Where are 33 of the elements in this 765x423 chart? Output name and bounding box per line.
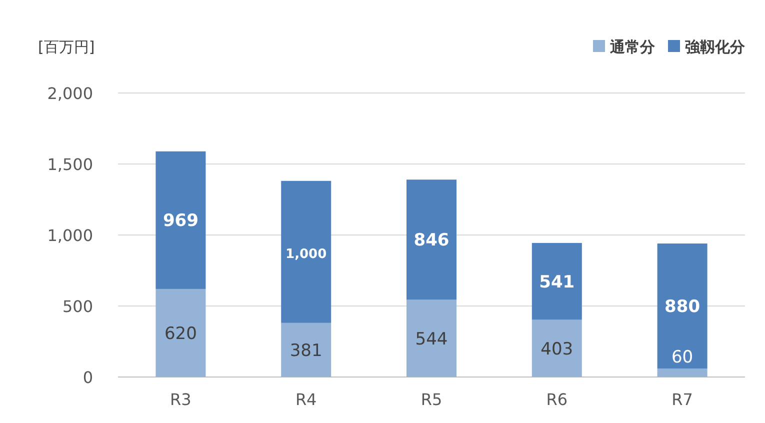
bar bbox=[406, 300, 456, 377]
x-tick-label: R7 bbox=[672, 390, 693, 409]
data-label: 880 bbox=[664, 297, 700, 317]
y-tick-label: 1,500 bbox=[47, 155, 93, 174]
y-axis-title: [百万円] bbox=[38, 38, 95, 56]
bar bbox=[156, 288, 206, 377]
x-tick-label: R4 bbox=[295, 390, 317, 409]
y-tick-label: 2,000 bbox=[47, 84, 93, 103]
bar bbox=[281, 322, 332, 377]
bar bbox=[532, 320, 582, 377]
legend-label: 強靱化分 bbox=[685, 38, 746, 56]
bar bbox=[657, 368, 708, 377]
bar bbox=[406, 180, 456, 300]
bar bbox=[281, 180, 332, 323]
x-tick-label: R6 bbox=[546, 390, 568, 409]
data-label: 846 bbox=[414, 230, 450, 251]
y-tick-label: 500 bbox=[62, 297, 93, 316]
data-label: 403 bbox=[540, 339, 574, 360]
data-label: 1,000 bbox=[286, 246, 327, 262]
bar bbox=[657, 244, 708, 368]
data-label: 969 bbox=[162, 211, 198, 232]
data-label: 60 bbox=[671, 347, 694, 368]
legend-label: 通常分 bbox=[609, 38, 656, 56]
y-tick-label: 0 bbox=[82, 368, 93, 387]
data-label: 620 bbox=[164, 324, 197, 344]
x-tick-label: R5 bbox=[420, 390, 442, 409]
data-label: 541 bbox=[539, 272, 575, 292]
x-tick-label: R3 bbox=[170, 390, 192, 409]
data-label: 381 bbox=[290, 340, 322, 361]
bar bbox=[532, 242, 582, 320]
bar bbox=[156, 151, 206, 289]
y-tick-label: 1,000 bbox=[47, 226, 93, 245]
data-label: 544 bbox=[415, 329, 448, 350]
